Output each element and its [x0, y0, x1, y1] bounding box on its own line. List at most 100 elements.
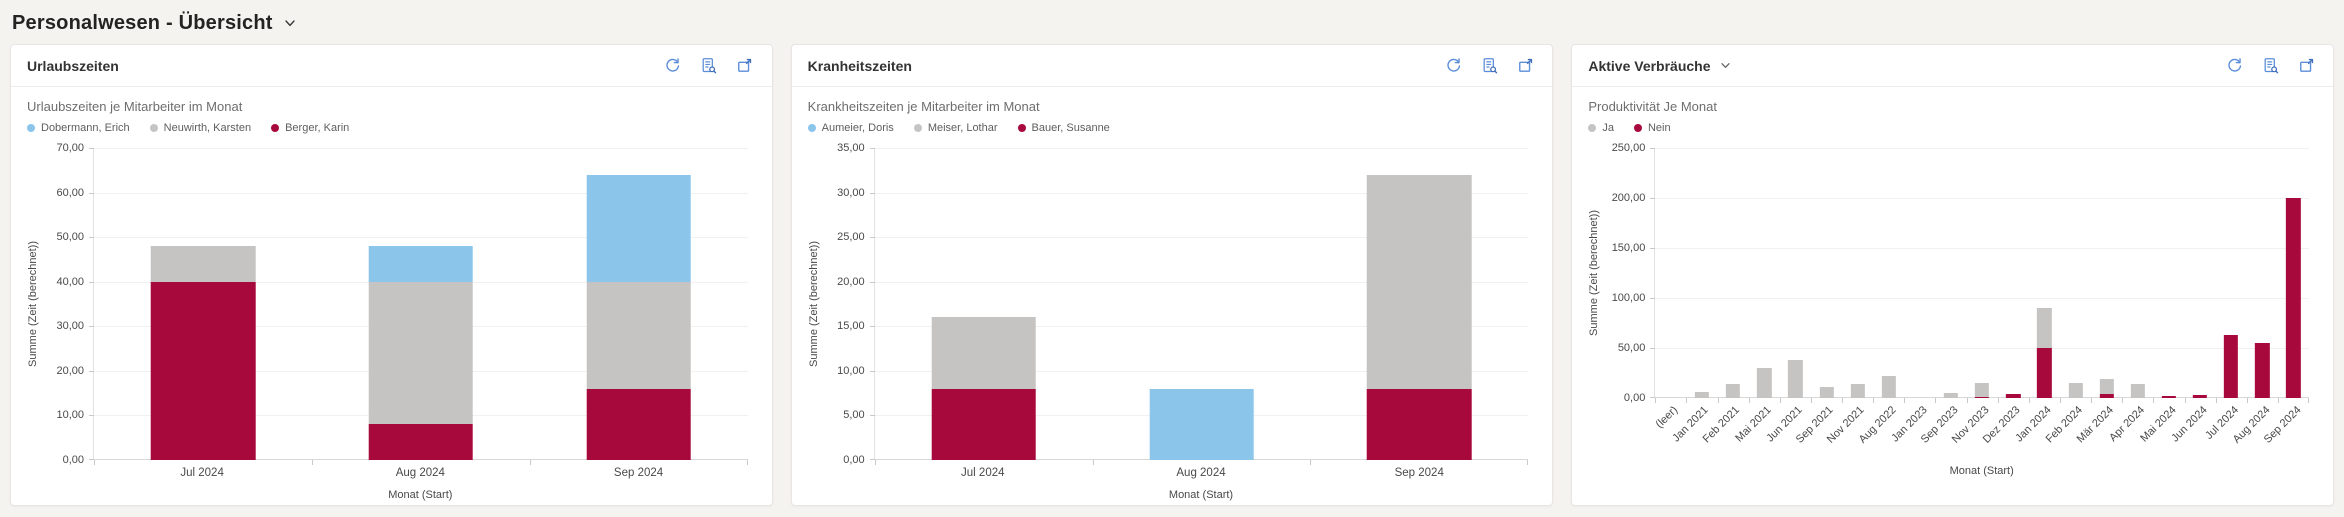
bar-segment[interactable] — [2161, 396, 2177, 398]
bar-segment[interactable] — [150, 281, 256, 460]
plot-area — [89, 148, 748, 465]
legend-dot-icon — [1588, 124, 1597, 132]
chevron-down-icon[interactable] — [283, 16, 297, 30]
plot-area — [1650, 148, 2310, 403]
stacked-bar — [2099, 379, 2114, 398]
legend-dot-icon — [27, 124, 35, 132]
x-axis-title: Monat (Start) — [388, 489, 453, 501]
stacked-bar — [150, 246, 256, 460]
legend-item[interactable]: Nein — [1633, 122, 1671, 134]
bar-segment[interactable] — [931, 388, 1036, 460]
bar-segment[interactable] — [2006, 394, 2021, 398]
bar-segment[interactable] — [1367, 174, 1472, 389]
refresh-icon[interactable] — [1440, 53, 1466, 79]
stacked-bar — [1149, 388, 1254, 460]
bar-segment[interactable] — [586, 281, 692, 389]
bar-segment[interactable] — [2037, 348, 2052, 398]
y-axis-labels: 0,00 50,00 100,00 150,00 200,00 250,00 — [1611, 142, 1646, 404]
bar-segment[interactable] — [2037, 308, 2052, 348]
expand-icon[interactable] — [2293, 53, 2319, 79]
legend-dot-icon — [271, 124, 280, 132]
stacked-bar — [1788, 360, 1803, 398]
legend-dot-icon — [1017, 124, 1026, 132]
legend-item[interactable]: Neuwirth, Karsten — [149, 122, 252, 134]
sickness-chart: Summe (Zeit (berechnet)) 0,00 5,00 10,00 15,… — [806, 142, 1537, 501]
stacked-bar — [1757, 368, 1772, 398]
stacked-bar — [1367, 174, 1472, 460]
legend-label: Meiser, Lothar — [927, 122, 998, 134]
legend-item[interactable]: Berger, Karin — [271, 122, 349, 134]
plot-area — [869, 148, 1529, 465]
stacked-bar — [2161, 396, 2177, 398]
x-axis-labels: Jul 2024 Aug 2024 Sep 2024 — [180, 467, 664, 479]
panel-title[interactable]: Aktive Verbräuche — [1588, 57, 1711, 74]
bar-segment[interactable] — [2099, 379, 2114, 394]
bar-segment[interactable] — [1149, 388, 1254, 460]
legend-label: Berger, Karin — [285, 122, 350, 134]
stacked-bar — [1819, 387, 1834, 398]
page-header: Personalwesen - Übersicht — [0, 0, 2344, 44]
stacked-bar — [2192, 395, 2208, 398]
bar-segment[interactable] — [1367, 388, 1472, 460]
chevron-down-icon[interactable] — [1720, 60, 1731, 71]
bar-segment[interactable] — [1881, 376, 1896, 398]
legend-item[interactable]: Ja — [1588, 122, 1614, 134]
refresh-icon[interactable] — [660, 53, 686, 79]
legend-item[interactable]: Dobermann, Erich — [27, 122, 130, 134]
expand-icon[interactable] — [1512, 53, 1538, 79]
legend-label: Nein — [1647, 122, 1671, 134]
bar-segment[interactable] — [1694, 392, 1710, 398]
bar-segment[interactable] — [2130, 384, 2145, 398]
bar-segment[interactable] — [368, 246, 474, 282]
legend-label: Aumeier, Doris — [821, 122, 894, 134]
bar-segment[interactable] — [2224, 335, 2239, 398]
bar-segment[interactable] — [1819, 387, 1834, 398]
bar-segment[interactable] — [1850, 384, 1865, 398]
bar-segment[interactable] — [1943, 393, 1959, 398]
stacked-bar — [1726, 384, 1741, 398]
bar-segment[interactable] — [1726, 384, 1741, 398]
chart-title: Produktivität Je Monat — [1588, 99, 1717, 114]
y-axis-labels: 0,00 5,00 10,00 15,00 20,00 25,00 30,00 35,00 — [837, 142, 865, 466]
panel-header: Urlaubszeiten — [11, 45, 772, 87]
analyze-report-icon[interactable] — [1476, 53, 1502, 79]
bar-segment[interactable] — [150, 246, 256, 282]
analyze-report-icon[interactable] — [2257, 53, 2283, 79]
bar-segment[interactable] — [931, 317, 1036, 389]
bar-segment[interactable] — [1975, 383, 1990, 397]
analyze-report-icon[interactable] — [696, 53, 722, 79]
refresh-icon[interactable] — [2221, 53, 2247, 79]
bar-segment[interactable] — [586, 174, 692, 282]
chart-legend: Ja Nein — [1588, 120, 2317, 136]
legend-dot-icon — [1633, 124, 1642, 132]
legend-item[interactable]: Meiser, Lothar — [913, 122, 998, 134]
bar-segment[interactable] — [1757, 368, 1772, 398]
bar-segment[interactable] — [368, 424, 474, 460]
legend-label: Neuwirth, Karsten — [163, 122, 252, 134]
legend-item[interactable]: Aumeier, Doris — [807, 122, 894, 134]
chart-legend: Dobermann, Erich Neuwirth, Karsten Berger,… — [27, 120, 756, 136]
stacked-bar — [1881, 376, 1896, 398]
bar-segment[interactable] — [586, 388, 692, 460]
bar-segment[interactable] — [2192, 395, 2208, 398]
panel-toolbar — [2221, 53, 2319, 79]
bar-segment[interactable] — [2286, 198, 2301, 398]
x-axis-title: Monat (Start) — [1949, 465, 2014, 477]
page-title: Personalwesen - Übersicht — [12, 11, 273, 34]
bar-segment[interactable] — [368, 281, 474, 425]
bar-segment[interactable] — [2068, 383, 2083, 398]
legend-item[interactable]: Bauer, Susanne — [1017, 122, 1110, 134]
panel-kranheitszeiten: Kranheitszeiten Krankheitszeiten je Mita… — [790, 44, 1554, 506]
stacked-bar — [2037, 308, 2052, 398]
bar-segment[interactable] — [1975, 397, 1990, 398]
expand-icon[interactable] — [732, 53, 758, 79]
bar-segment[interactable] — [2255, 343, 2270, 398]
bars-layer — [875, 148, 1529, 460]
stacked-bar — [2224, 335, 2239, 398]
bar-segment[interactable] — [2099, 394, 2114, 398]
bar-segment[interactable] — [1788, 360, 1803, 398]
dashboard-panels: Urlaubszeiten Urlaubszeiten je Mitarbeit… — [0, 44, 2344, 506]
chart-title: Krankheitszeiten je Mitarbeiter im Monat — [807, 99, 1040, 114]
x-axis-labels: Jul 2024 Aug 2024 Sep 2024 — [961, 467, 1444, 479]
legend-label: Bauer, Susanne — [1031, 122, 1110, 134]
